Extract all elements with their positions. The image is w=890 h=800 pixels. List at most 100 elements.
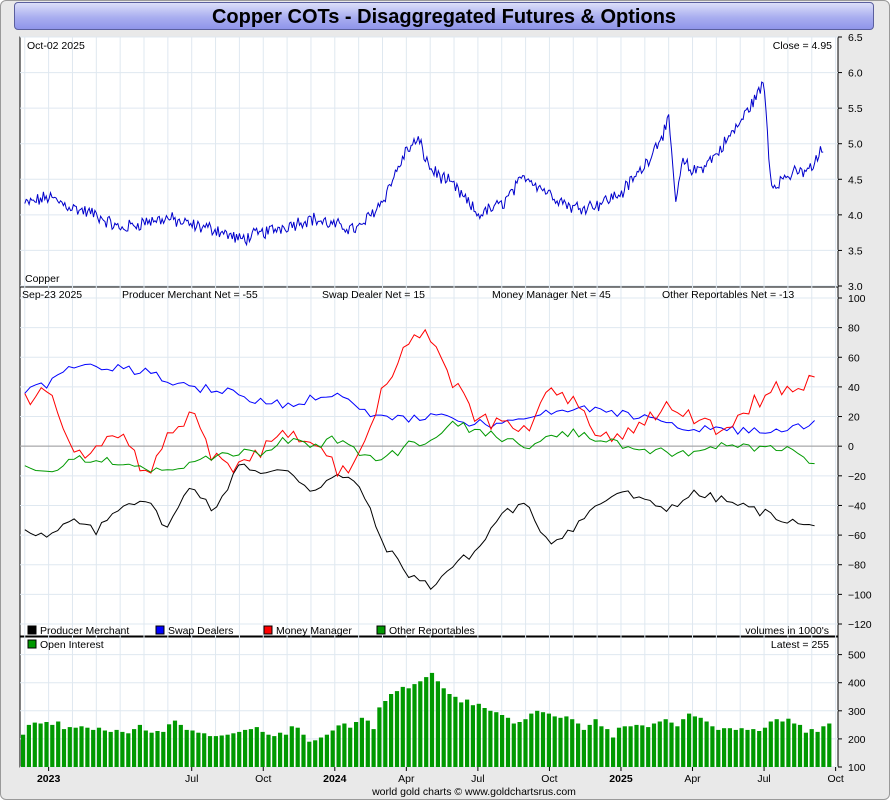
open-interest-bar [780,721,785,767]
open-interest-bar [692,716,697,767]
legend-swatch-swap [155,625,165,635]
legend: Producer Merchant Swap Dealers Money Man… [27,625,475,637]
open-interest-bar [628,726,633,767]
x-tick-label: Apr [684,773,701,785]
series-lines [24,81,824,590]
open-interest-bar [517,722,522,767]
open-interest-bar [809,729,814,767]
open-interest-bar [243,729,248,767]
open-interest-bar [266,734,271,767]
open-interest-panel [19,636,839,768]
open-interest-bar [722,728,727,767]
open-interest-bar [558,717,563,767]
open-interest-bar [272,736,277,767]
net-tick-label: −80 [848,560,866,572]
open-interest-bar [394,691,400,767]
open-interest-bar [704,721,709,767]
price-tick-label: 6.5 [848,32,863,44]
open-interest-bar [576,723,581,767]
open-interest-bar [716,729,721,767]
oi-tick-label: 200 [848,734,866,746]
net-tick-label: 100 [848,293,866,305]
open-interest-bar [511,723,516,767]
open-interest-bar [248,729,253,767]
open-interest-bar [67,727,72,767]
open-interest-bar [429,672,435,767]
open-interest-bar [102,730,107,767]
open-interest-bar [365,720,370,767]
open-interest-bar [482,708,487,767]
legend-swap: Swap Dealers [168,625,233,637]
open-interest-bar [622,726,627,767]
open-interest-bar [675,726,680,767]
open-interest-bar [546,713,551,767]
money-manager-line [24,328,815,478]
x-tick-label: Jul [471,773,484,785]
producer-merchant-line [24,463,815,590]
open-interest-bar [663,719,668,767]
open-interest-bar [494,712,499,767]
open-interest-bar [774,719,779,767]
open-interest-bar [354,722,359,767]
open-interest-bar [313,740,318,767]
open-interest-bar [500,715,505,767]
open-interest-bar [593,719,598,767]
open-interest-bar [599,726,604,767]
open-interest-bar [441,688,446,767]
open-interest-bar [178,724,183,767]
price-tick-label: 4.5 [848,174,863,186]
x-axis-ticks: 2023 Jul Oct 2024 Apr Jul Oct 2025 Apr Jul Oct [37,767,844,785]
open-interest-bar [172,720,178,767]
price-tick-label: 4.0 [848,210,863,222]
other-net-label: Other Reportables Net = -13 [662,289,794,301]
oi-tick-label: 400 [848,678,866,690]
open-interest-bar [739,728,744,767]
open-interest-bar [710,726,715,767]
open-interest-bar [447,694,452,767]
net-position-panel [19,286,839,637]
net-tick-label: 40 [848,382,860,394]
other-reportables-line [24,420,815,473]
open-interest-bar [202,733,207,767]
open-interest-bar [453,696,458,767]
open-interest-bar [114,729,119,767]
open-interest-bar [231,733,236,767]
open-interest-bar [611,737,616,767]
open-interest-bar [646,727,651,767]
y-axis-ticks: 6.56.05.55.04.54.03.53.0100806040200−20−… [838,32,872,774]
open-interest-bar [616,727,622,767]
open-interest-bar [400,686,405,767]
open-interest-bar [348,727,353,767]
oi-tick-label: 500 [848,650,866,662]
open-interest-bar [587,724,592,767]
open-interest-bar [786,718,791,767]
open-interest-bar [640,725,645,767]
open-interest-bar [476,703,481,767]
legend-other: Other Reportables [389,625,475,637]
open-interest-bar [132,729,137,767]
open-interest-bar [161,731,166,767]
open-interest-bar [184,729,189,767]
open-interest-bar [283,734,289,767]
open-interest-bar [167,724,172,767]
open-interest-bar [32,722,37,767]
open-interest-bar [383,701,388,767]
open-interest-bar [459,702,464,767]
open-interest-bar [96,727,102,767]
open-interest-bar [155,731,160,767]
open-interest-bar [237,731,242,767]
open-interest-bar [318,737,324,767]
chart-title: Copper COTs - Disaggregated Futures & Op… [14,2,874,30]
open-interest-bar [751,729,756,767]
open-interest-bar [38,723,43,767]
open-interest-bar [301,734,306,767]
open-interest-bar [225,734,230,767]
open-interest-bar [768,721,773,767]
open-interest-bar [289,726,294,767]
open-interest-bar [91,729,96,767]
open-interest-bar [336,725,341,767]
open-interest-bar [330,730,335,767]
open-interest-bar [727,728,732,767]
legend-producer: Producer Merchant [40,625,129,637]
